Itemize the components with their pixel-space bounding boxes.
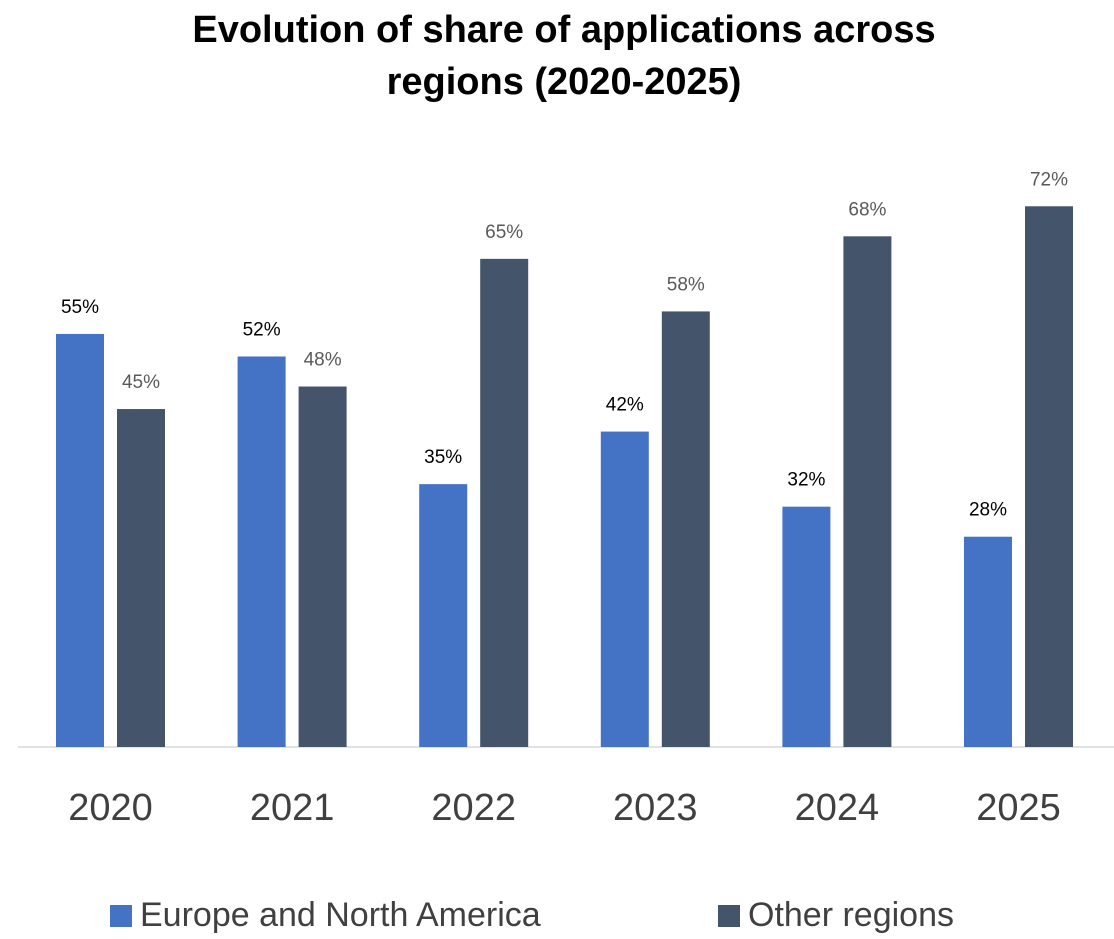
bar <box>237 356 286 747</box>
bar <box>782 506 831 747</box>
value-label: 45% <box>122 372 160 393</box>
x-tick-label: 2024 <box>795 787 880 829</box>
bar <box>843 236 892 747</box>
chart-title: Evolution of share of applications acros… <box>192 9 936 103</box>
x-tick-label: 2025 <box>976 787 1061 829</box>
value-label: 32% <box>787 470 825 491</box>
x-tick-label: 2020 <box>68 787 153 829</box>
bar <box>661 311 710 747</box>
value-label: 35% <box>424 447 462 468</box>
value-label: 52% <box>243 319 281 340</box>
value-label: 68% <box>848 199 886 220</box>
value-label: 55% <box>61 297 99 318</box>
x-tick-label: 2023 <box>613 787 698 829</box>
value-label: 42% <box>606 395 644 416</box>
bar <box>117 409 165 747</box>
bar <box>419 484 468 747</box>
x-tick-label: 2022 <box>431 787 516 829</box>
bar <box>298 386 347 747</box>
legend-swatch <box>110 905 132 927</box>
value-label: 28% <box>969 500 1007 521</box>
value-label: 58% <box>667 274 705 295</box>
value-label: 72% <box>1030 169 1068 190</box>
legend-label: Other regions <box>748 896 954 934</box>
x-tick-label: 2021 <box>250 787 335 829</box>
legend-label: Europe and North America <box>140 896 541 934</box>
bar <box>56 333 104 747</box>
bar <box>480 258 529 747</box>
bar <box>600 431 649 747</box>
bar <box>964 536 1012 747</box>
value-label: 65% <box>485 222 523 243</box>
value-label: 48% <box>304 350 342 371</box>
bar <box>1025 206 1073 747</box>
legend-swatch <box>718 905 740 927</box>
